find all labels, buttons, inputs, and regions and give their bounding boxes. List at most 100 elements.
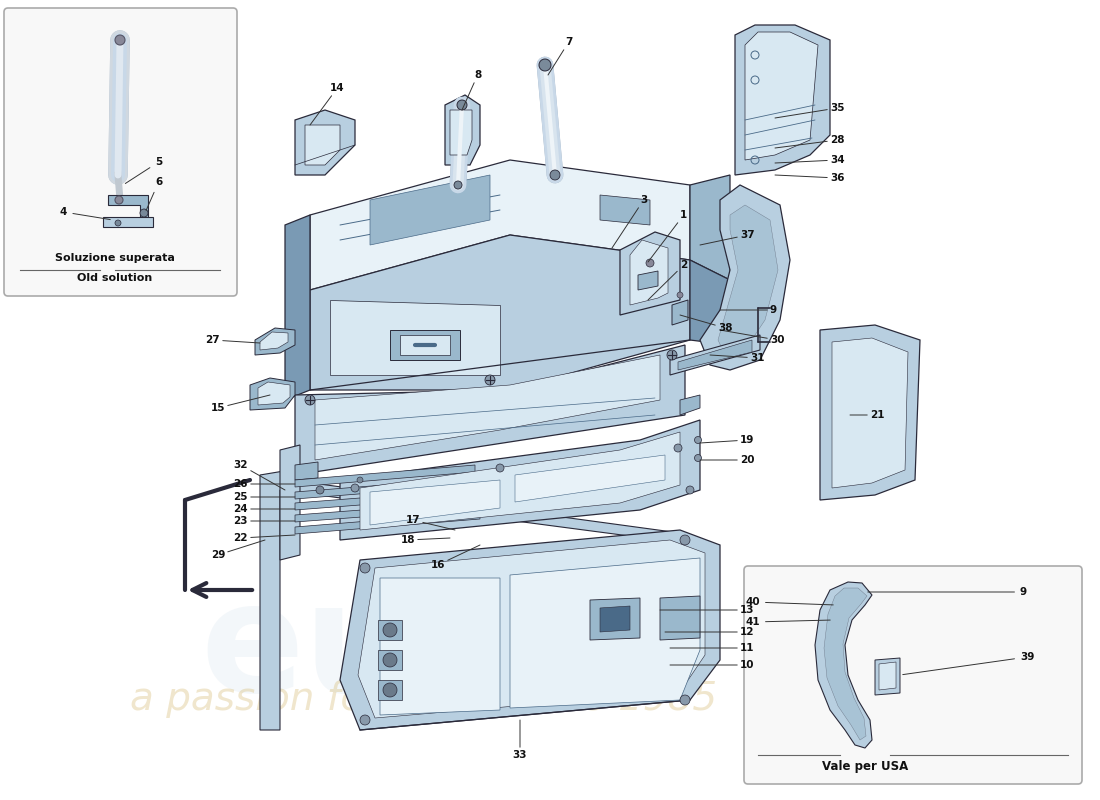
- Polygon shape: [874, 658, 900, 695]
- Polygon shape: [400, 335, 450, 355]
- Circle shape: [646, 259, 654, 267]
- Text: 5: 5: [125, 157, 163, 183]
- Polygon shape: [330, 300, 500, 375]
- Polygon shape: [378, 650, 402, 670]
- Text: 32: 32: [233, 460, 285, 490]
- Circle shape: [454, 181, 462, 189]
- Text: 2: 2: [648, 260, 688, 300]
- Text: 30: 30: [720, 330, 784, 345]
- Text: 22: 22: [233, 533, 295, 543]
- Circle shape: [140, 209, 148, 217]
- Text: a passion for parts since 1985: a passion for parts since 1985: [130, 680, 717, 718]
- Text: 11: 11: [670, 643, 755, 653]
- Text: Old solution: Old solution: [77, 273, 153, 283]
- Text: 1: 1: [648, 210, 688, 262]
- Polygon shape: [832, 338, 908, 488]
- Circle shape: [686, 486, 694, 494]
- Circle shape: [383, 653, 397, 667]
- Text: 27: 27: [206, 335, 260, 345]
- Text: 26: 26: [233, 479, 295, 489]
- Polygon shape: [680, 395, 700, 415]
- Polygon shape: [295, 500, 495, 522]
- Polygon shape: [718, 205, 778, 355]
- Text: 18: 18: [400, 535, 450, 545]
- Text: 38: 38: [680, 315, 733, 333]
- Polygon shape: [379, 578, 500, 715]
- Circle shape: [550, 170, 560, 180]
- Text: 29: 29: [210, 540, 265, 560]
- Polygon shape: [315, 355, 660, 460]
- Circle shape: [667, 350, 676, 360]
- Text: euroc: euroc: [200, 575, 683, 725]
- Polygon shape: [370, 480, 500, 525]
- Polygon shape: [735, 25, 830, 175]
- Polygon shape: [260, 332, 288, 350]
- Polygon shape: [600, 195, 650, 225]
- Polygon shape: [255, 328, 295, 355]
- Text: 16: 16: [430, 545, 480, 570]
- Text: 21: 21: [850, 410, 884, 420]
- Circle shape: [694, 437, 702, 443]
- Polygon shape: [879, 662, 896, 690]
- Circle shape: [694, 454, 702, 462]
- Text: 34: 34: [776, 155, 845, 165]
- Polygon shape: [250, 378, 295, 410]
- Text: 28: 28: [776, 135, 845, 148]
- Polygon shape: [446, 95, 480, 165]
- Text: 13: 13: [660, 605, 755, 615]
- Circle shape: [316, 486, 324, 494]
- Text: 41: 41: [746, 617, 830, 627]
- Polygon shape: [285, 215, 310, 400]
- Circle shape: [674, 444, 682, 452]
- Polygon shape: [295, 110, 355, 175]
- Text: 10: 10: [670, 660, 755, 670]
- Polygon shape: [630, 240, 668, 305]
- Text: 15: 15: [210, 395, 270, 413]
- Polygon shape: [305, 125, 340, 165]
- Polygon shape: [310, 235, 690, 390]
- Circle shape: [305, 395, 315, 405]
- Text: 12: 12: [666, 627, 755, 637]
- Polygon shape: [390, 330, 460, 360]
- Polygon shape: [638, 271, 658, 290]
- Polygon shape: [358, 540, 705, 718]
- Polygon shape: [672, 300, 688, 325]
- Polygon shape: [510, 558, 700, 708]
- Polygon shape: [678, 340, 752, 370]
- Polygon shape: [340, 530, 720, 730]
- Polygon shape: [515, 455, 666, 502]
- Polygon shape: [815, 582, 872, 748]
- Circle shape: [351, 484, 359, 492]
- Text: 14: 14: [310, 83, 344, 125]
- Text: 37: 37: [700, 230, 755, 245]
- Polygon shape: [260, 470, 680, 730]
- Text: 24: 24: [233, 504, 295, 514]
- Text: 31: 31: [710, 353, 764, 363]
- Polygon shape: [690, 260, 730, 345]
- Text: 9: 9: [868, 587, 1027, 597]
- Circle shape: [383, 683, 397, 697]
- Polygon shape: [824, 588, 867, 740]
- Text: 40: 40: [746, 597, 833, 607]
- Polygon shape: [660, 596, 700, 640]
- Text: 17: 17: [406, 515, 455, 530]
- Circle shape: [496, 464, 504, 472]
- Polygon shape: [450, 110, 472, 155]
- Circle shape: [116, 196, 123, 204]
- Text: 35: 35: [776, 103, 845, 118]
- Polygon shape: [295, 477, 485, 499]
- Polygon shape: [340, 420, 700, 540]
- Polygon shape: [295, 465, 475, 487]
- Polygon shape: [620, 232, 680, 315]
- Polygon shape: [295, 345, 685, 475]
- Polygon shape: [378, 620, 402, 640]
- Text: 25: 25: [233, 492, 295, 502]
- Polygon shape: [360, 432, 680, 530]
- Polygon shape: [108, 195, 148, 220]
- Circle shape: [383, 623, 397, 637]
- Text: 6: 6: [146, 177, 163, 210]
- Text: Soluzione superata: Soluzione superata: [55, 253, 175, 263]
- FancyBboxPatch shape: [744, 566, 1082, 784]
- Polygon shape: [295, 512, 480, 534]
- Polygon shape: [310, 160, 690, 290]
